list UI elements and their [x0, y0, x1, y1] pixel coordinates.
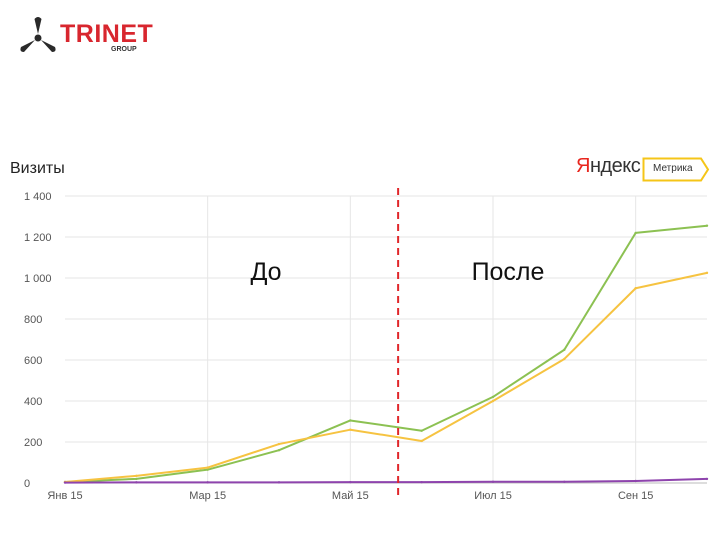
propeller-icon: [20, 17, 56, 52]
y-tick-label: 400: [24, 396, 42, 408]
series-3-point: [349, 480, 352, 484]
series-1-point: [705, 224, 709, 227]
y-tick-label: 200: [24, 437, 42, 449]
x-tick-label: Мар 15: [189, 490, 226, 502]
y-tick-label: 1 200: [24, 232, 52, 244]
series-3-point: [420, 480, 423, 484]
yandex-logo: Яндекс: [576, 155, 641, 178]
logo-name: TRINET: [60, 20, 154, 48]
y-tick-label: 0: [24, 478, 30, 490]
yandex-logo-rest: ндекс: [589, 155, 641, 177]
series-2-point: [491, 399, 495, 403]
series-3-point: [634, 479, 637, 483]
series-1-point: [491, 395, 495, 399]
y-tick-label: 1 000: [24, 273, 52, 285]
series-line-3: [64, 477, 708, 484]
series-3-point: [135, 481, 138, 484]
y-tick-label: 600: [24, 355, 42, 367]
metrika-badge: Метрика: [642, 157, 710, 182]
x-tick-label: Июл 15: [474, 490, 512, 502]
y-tick-label: 1 400: [24, 191, 52, 203]
logo-subtitle: GROUP: [111, 46, 137, 53]
series-2-point: [705, 271, 709, 275]
series-3-point: [206, 481, 209, 484]
series-1-point: [349, 419, 352, 422]
annotation-before: До: [250, 258, 281, 286]
series-2-point: [206, 466, 209, 469]
series-2-point: [277, 442, 281, 446]
series-3-point: [563, 480, 566, 483]
annotation-after: После: [472, 258, 545, 286]
series-2-point: [634, 287, 637, 290]
series-1-point: [206, 468, 209, 471]
x-tick-label: Май 15: [332, 490, 369, 502]
series-2-point: [563, 357, 566, 361]
yandex-logo-first-letter: Я: [576, 155, 590, 177]
series-1-point: [277, 449, 281, 452]
metrika-badge-shape: [642, 157, 710, 182]
x-tick-label: Сен 15: [618, 490, 653, 502]
series-2-point: [420, 439, 423, 443]
series-1-point: [563, 348, 566, 351]
series-1-point: [420, 429, 423, 432]
y-tick-label: 800: [24, 314, 42, 326]
series-3-point: [491, 480, 495, 483]
series-2-point: [349, 428, 352, 431]
series-3-point: [63, 481, 67, 484]
trinet-logo: TRINET GROUP: [16, 14, 156, 58]
series-1-point: [135, 477, 138, 481]
chart-title: Визиты: [10, 160, 65, 177]
visits-chart: 0 200 400 600 800 1 000 1 200 1 400 Янв 15 Мар 15…: [24, 188, 709, 502]
metrika-label: Метрика: [653, 163, 693, 174]
series-2-point: [135, 474, 138, 478]
series-3-point: [277, 481, 281, 484]
series-1-point: [634, 231, 637, 235]
series-line-2: [64, 271, 708, 483]
x-tick-label: Янв 15: [47, 490, 82, 502]
series-line-1: [64, 224, 708, 483]
series-3-point: [705, 477, 709, 481]
